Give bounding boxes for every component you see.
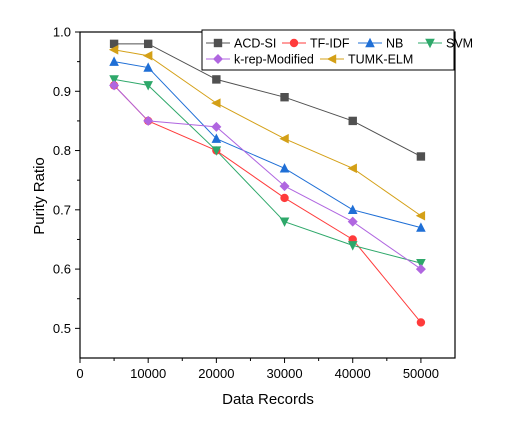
- legend-entry-k-rep-modified: k-rep-Modified: [206, 53, 314, 67]
- legend-marker: [326, 54, 337, 64]
- legend-label: NB: [386, 37, 403, 51]
- legend-label: TUMK-ELM: [348, 53, 413, 67]
- y-tick-label: 0.9: [53, 84, 71, 99]
- data-point-tumk-elm: [415, 210, 426, 221]
- legend-marker: [213, 54, 223, 64]
- legend-label: SVM: [446, 37, 473, 51]
- data-point-tf-idf: [416, 318, 426, 327]
- series-lines: [113, 43, 422, 323]
- data-point-k-rep-modified: [415, 264, 426, 275]
- data-point-tumk-elm: [108, 44, 119, 55]
- data-point-k-rep-modified: [347, 216, 358, 227]
- legend-label: k-rep-Modified: [234, 53, 314, 67]
- legend: ACD-SI TF-IDF NB SVM k-rep-Modified TUMK-ELM: [201, 29, 473, 71]
- data-point-svm: [211, 146, 222, 156]
- legend-entry-svm: SVM: [418, 37, 473, 51]
- data-point-acd-si: [143, 39, 153, 49]
- y-tick-label: 0.8: [53, 143, 71, 158]
- y-axis-ticks: 0.5 0.6 0.7 0.8 0.9 1.0: [53, 25, 80, 336]
- data-point-k-rep-modified: [143, 115, 154, 126]
- data-point-nb: [109, 56, 119, 66]
- data-point-nb: [416, 222, 426, 232]
- data-point-tumk-elm: [347, 163, 357, 174]
- data-point-svm: [416, 258, 426, 269]
- legend-entry-acd-si: ACD-SI: [206, 37, 276, 51]
- legend-marker: [425, 38, 435, 49]
- plot-area-border: [79, 31, 456, 359]
- x-tick-label: 10000: [130, 366, 166, 381]
- data-point-acd-si: [212, 75, 221, 84]
- series-line-tumk-elm: [114, 49, 422, 217]
- data-point-nb: [211, 133, 222, 143]
- y-tick-label: 0.6: [53, 262, 71, 277]
- data-point-nb: [279, 163, 290, 173]
- y-tick-label: 0.5: [53, 321, 71, 336]
- data-point-tf-idf: [280, 193, 289, 203]
- x-tick-label: 20000: [198, 366, 234, 381]
- legend-marker: [289, 38, 299, 48]
- series-markers: [108, 39, 426, 327]
- data-point-nb: [347, 204, 358, 215]
- series-line-acd-si: [114, 43, 422, 157]
- data-point-tumk-elm: [279, 133, 289, 144]
- x-tick-label: 30000: [266, 366, 302, 381]
- series-line-svm: [114, 78, 422, 264]
- legend-label: TF-IDF: [310, 37, 350, 51]
- y-tick-label: 1.0: [53, 25, 71, 40]
- x-tick-label: 50000: [403, 366, 439, 381]
- legend-entry-tf-idf: TF-IDF: [282, 37, 350, 51]
- data-point-acd-si: [348, 116, 357, 126]
- x-axis-ticks: 0 10000 20000 30000 40000 50000: [76, 358, 439, 381]
- y-tick-label: 0.7: [53, 202, 71, 217]
- data-point-k-rep-modified: [109, 80, 120, 91]
- x-tick-label: 0: [76, 366, 83, 381]
- legend-marker: [365, 37, 375, 48]
- plot-frame: [79, 31, 456, 359]
- x-axis-title: Data Records: [222, 391, 314, 408]
- legend-entry-nb: NB: [358, 37, 403, 51]
- data-point-nb: [143, 62, 153, 72]
- series-line-nb: [114, 61, 422, 229]
- data-point-svm: [279, 217, 290, 227]
- data-point-acd-si: [416, 152, 426, 161]
- x-tick-label: 40000: [335, 366, 371, 381]
- data-point-svm: [109, 75, 119, 85]
- data-point-acd-si: [109, 39, 119, 49]
- y-axis-title: Purity Ratio: [31, 157, 48, 235]
- data-point-svm: [143, 81, 153, 91]
- data-point-k-rep-modified: [211, 121, 222, 132]
- legend-entry-tumk-elm: TUMK-ELM: [320, 53, 413, 67]
- data-point-acd-si: [280, 93, 289, 102]
- data-point-svm: [347, 241, 358, 251]
- data-point-tumk-elm: [142, 50, 153, 61]
- legend-box: [201, 29, 455, 71]
- legend-marker: [213, 38, 223, 48]
- series-line-k-rep-modified: [113, 84, 422, 270]
- legend-label: ACD-SI: [234, 37, 276, 51]
- data-point-tumk-elm: [211, 98, 221, 108]
- data-point-k-rep-modified: [279, 181, 290, 192]
